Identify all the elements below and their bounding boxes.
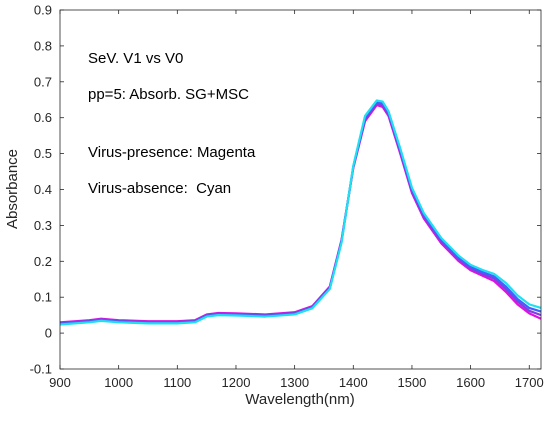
y-tick-label: 0.5	[34, 146, 52, 161]
y-tick-label: 0.1	[34, 290, 52, 305]
annotation-dataset: SeV. V1 vs V0	[88, 50, 183, 67]
series-line-magenta	[59, 104, 542, 324]
series-layer	[59, 99, 542, 326]
x-tick-label: 1000	[104, 375, 133, 390]
x-tick-label: 900	[49, 375, 71, 390]
y-tick-label: 0	[45, 326, 52, 341]
y-tick-label: 0.9	[34, 3, 52, 18]
x-tick-label: 1100	[163, 375, 191, 390]
y-tick-label: 0.2	[34, 254, 52, 269]
annotation-virus-presence: Virus-presence: Magenta	[88, 144, 256, 161]
y-axis-label: Absorbance	[4, 149, 21, 229]
x-tick-label: 1600	[456, 375, 485, 390]
x-tick-label: 1700	[515, 375, 544, 390]
y-tick-label: 0.3	[34, 218, 52, 233]
y-tick-label: 0.4	[34, 182, 52, 197]
y-tick-label: 0.7	[34, 74, 52, 89]
y-tick-label: 0.8	[34, 38, 52, 53]
x-tick-label: 1400	[339, 375, 368, 390]
x-axis-label: Wavelength(nm)	[245, 391, 354, 408]
series-line-blue	[59, 100, 542, 325]
tick-layer: 900 1000 1100 1200 1300 1400 1500 1600 1700 -0.1 0…	[30, 3, 544, 391]
x-tick-label: 1500	[397, 375, 426, 390]
y-tick-label: -0.1	[30, 362, 52, 377]
series-line-purple	[59, 102, 542, 325]
x-tick-label: 1200	[222, 375, 251, 390]
annotation-preprocessing: pp=5: Absorb. SG+MSC	[88, 86, 249, 103]
x-tick-label: 1300	[280, 375, 309, 390]
series-line-cyan	[59, 99, 542, 326]
annotation-virus-absence: Virus-absence: Cyan	[88, 180, 231, 197]
y-tick-label: 0.6	[34, 110, 52, 125]
